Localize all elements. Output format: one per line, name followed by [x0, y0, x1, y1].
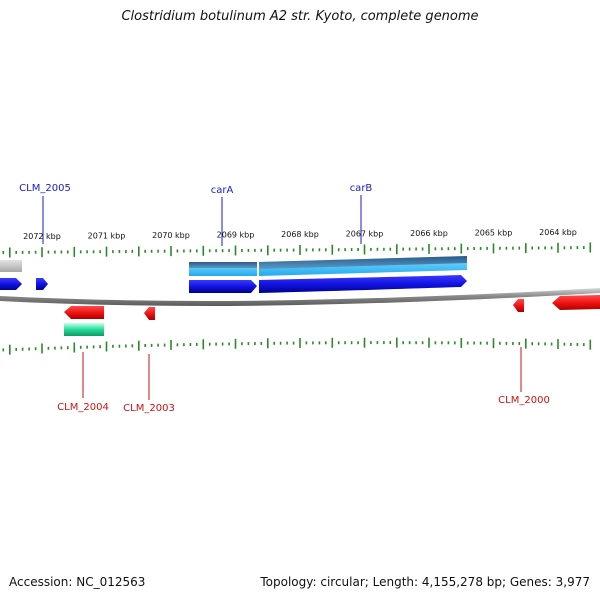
- gene-label-clm-2004: CLM_2004: [57, 402, 109, 413]
- scale-label: 2072 kbp: [23, 232, 61, 241]
- clm-2000-gene-arrow: [513, 299, 524, 312]
- gene-label-clm-2000: CLM_2000: [498, 395, 550, 406]
- accession-text: Accession: NC_012563: [9, 575, 146, 589]
- cara-gene-arrow: [189, 280, 257, 293]
- clm-2004-gene-arrow: [64, 306, 104, 319]
- scale-label: 2069 kbp: [217, 231, 255, 240]
- gene-label-cara: carA: [211, 185, 234, 196]
- genome-summary-text: Topology: circular; Length: 4,155,278 bp…: [260, 575, 590, 589]
- genome-title: Clostridium botulinum A2 str. Kyoto, com…: [121, 9, 479, 24]
- clm-2005-gene-arrow: [36, 278, 48, 290]
- clm-2004-rna-feature: [64, 323, 104, 336]
- reverse-gene-arrow: [552, 295, 600, 310]
- scale-ticks-outer: [2, 242, 592, 258]
- scale-ticks-inner: [2, 337, 592, 355]
- gene-label-carb: carB: [350, 183, 373, 194]
- cara-operon-top-band: [189, 262, 257, 268]
- scale-label: 2067 kbp: [346, 230, 384, 239]
- scale-labels: 2072 kbp 2071 kbp 2070 kbp 2069 kbp 2068 kbp…: [23, 228, 577, 241]
- scale-label: 2070 kbp: [152, 231, 190, 240]
- scale-label: 2068 kbp: [281, 230, 319, 239]
- carb-operon-top-band: [259, 256, 467, 269]
- gene-label-clm-2003: CLM_2003: [123, 403, 175, 414]
- scale-label: 2066 kbp: [410, 229, 448, 238]
- genome-backbone: [0, 288, 600, 306]
- grey-feature: [0, 260, 22, 272]
- carb-gene-arrow: [259, 275, 467, 293]
- scale-label: 2071 kbp: [88, 232, 126, 241]
- scale-label: 2064 kbp: [539, 228, 577, 237]
- gene-label-clm-2005: CLM_2005: [19, 183, 71, 194]
- forward-gene-arrow: [0, 278, 22, 290]
- scale-label: 2065 kbp: [475, 228, 513, 237]
- clm-2003-gene-arrow: [144, 307, 155, 320]
